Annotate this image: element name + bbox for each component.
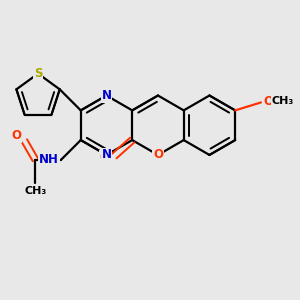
Text: O: O <box>11 129 22 142</box>
Text: O: O <box>264 95 274 108</box>
Text: S: S <box>34 67 42 80</box>
Text: O: O <box>100 152 110 164</box>
Text: O: O <box>153 148 163 161</box>
Text: CH₃: CH₃ <box>24 186 46 197</box>
Text: NH: NH <box>39 153 59 166</box>
Text: CH₃: CH₃ <box>272 97 294 106</box>
Text: N: N <box>101 148 112 161</box>
Text: N: N <box>101 89 112 102</box>
